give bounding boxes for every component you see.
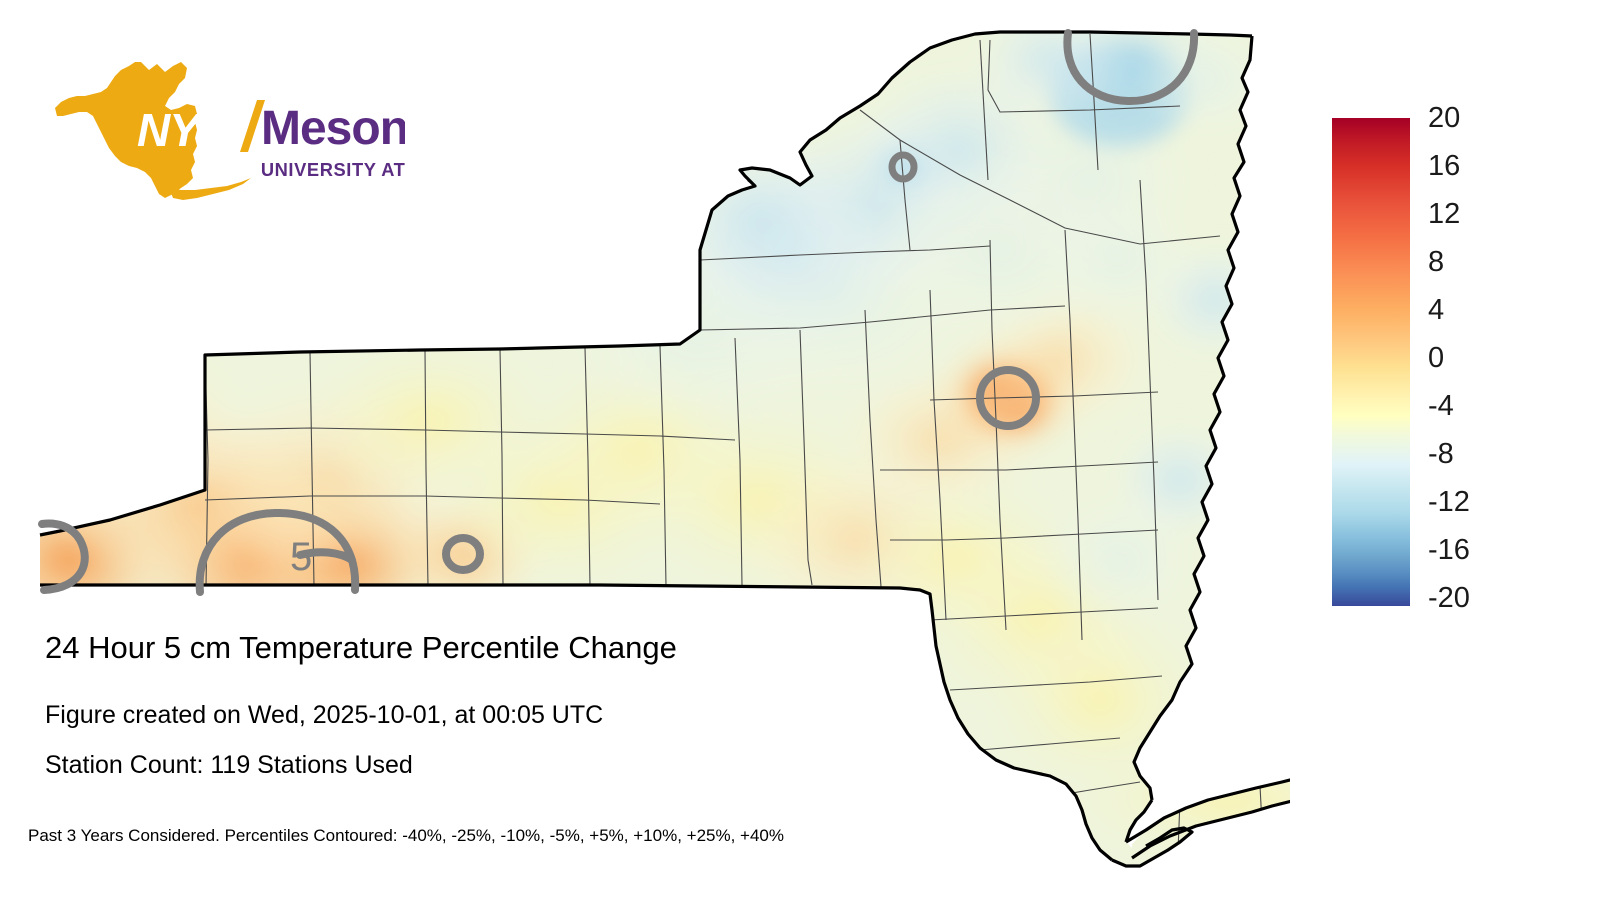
logo-mesonet-text: Mesonet [261,102,405,155]
map-figure: 5 [38,29,1290,868]
station-count-text: Station Count: 119 Stations Used [45,751,413,779]
colorbar-tick-0: 20 [1428,102,1461,134]
figure-title: 24 Hour 5 cm Temperature Percentile Chan… [45,630,677,665]
county-boundaries [204,33,1263,853]
nys-mesonet-logo: NYS Mesonet UNIVERSITY AT ALBANY [45,58,405,203]
logo-tagline-text: UNIVERSITY AT ALBANY [261,159,405,180]
percentile-contours [38,29,1199,596]
colorbar-tick-4: 4 [1428,294,1445,326]
figure-footer-text: Past 3 Years Considered. Percentiles Con… [28,826,784,845]
colorbar-tick-5: 0 [1428,342,1445,374]
logo-state-shape [55,62,251,200]
colorbar: 20 16 12 8 4 0 -4 -8 -12 -16 -20 [1332,104,1572,618]
colorbar-gradient [1332,118,1410,606]
colorbar-tick-9: -16 [1428,534,1470,566]
colorbar-tick-3: 8 [1428,246,1445,278]
logo-nys-text: NYS [137,104,230,156]
figure-created-text: Figure created on Wed, 2025-10-01, at 00… [45,701,604,729]
colorbar-tick-6: -4 [1428,390,1454,422]
colorbar-tick-1: 16 [1428,150,1461,182]
colorbar-tick-8: -12 [1428,486,1470,518]
colorbar-tick-2: 12 [1428,198,1461,230]
colorbar-tick-7: -8 [1428,438,1454,470]
contour-label-5: 5 [290,535,312,579]
state-outline [39,30,1290,868]
colorbar-tick-10: -20 [1428,582,1470,614]
logo-divider [240,100,265,152]
